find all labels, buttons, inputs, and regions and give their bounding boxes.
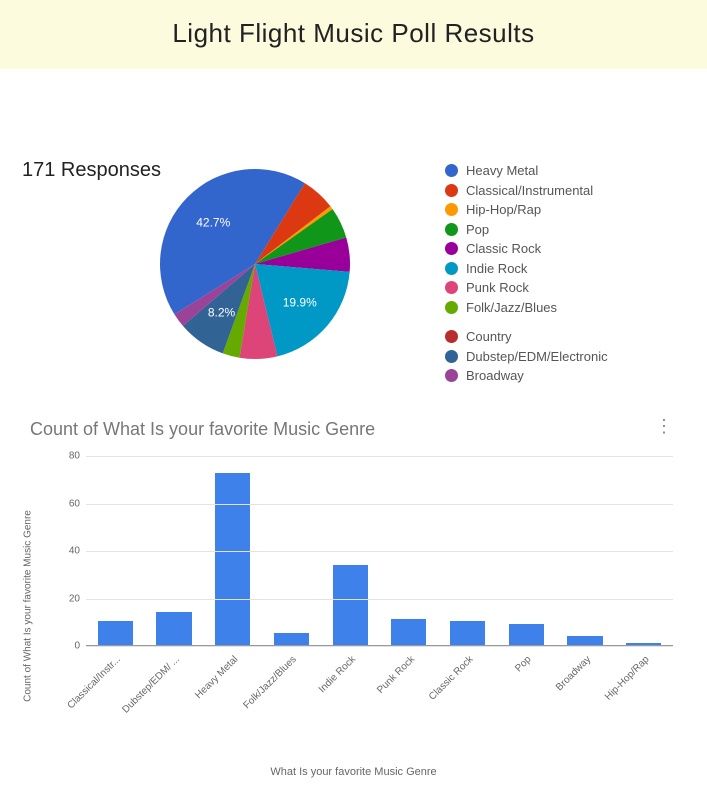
legend-swatch [445, 350, 458, 363]
bar[interactable] [450, 621, 485, 645]
gridline [86, 504, 673, 505]
bar[interactable] [626, 643, 661, 645]
kebab-menu-icon[interactable]: ⋮ [655, 417, 673, 435]
legend-label: Indie Rock [466, 259, 527, 279]
x-tick-label: Pop [514, 654, 534, 674]
legend-label: Broadway [466, 366, 524, 386]
legend-swatch [445, 281, 458, 294]
legend-swatch [445, 203, 458, 216]
legend-label: Classic Rock [466, 239, 541, 259]
y-tick-label: 0 [74, 641, 86, 652]
bar-chart-area: Count of What Is your favorite Music Gen… [42, 446, 683, 766]
legend-item[interactable]: Country [445, 327, 608, 347]
legend-label: Hip-Hop/Rap [466, 200, 541, 220]
legend-swatch [445, 330, 458, 343]
gridline [86, 551, 673, 552]
bar[interactable] [215, 473, 250, 645]
y-tick-label: 80 [69, 451, 86, 462]
legend-swatch [445, 184, 458, 197]
pie-slice-label: 42.7% [196, 215, 230, 229]
legend-label: Heavy Metal [466, 161, 538, 181]
legend-swatch [445, 262, 458, 275]
legend-item[interactable]: Dubstep/EDM/Electronic [445, 347, 608, 367]
x-tick-label: Indie Rock [317, 654, 358, 695]
x-axis-label: What Is your favorite Music Genre [24, 766, 683, 778]
legend-item[interactable]: Punk Rock [445, 278, 608, 298]
gridline [86, 646, 673, 647]
y-tick-label: 40 [69, 546, 86, 557]
pie-svg: 42.7% 19.9% 8.2% [150, 164, 360, 364]
legend-label: Country [466, 327, 512, 347]
legend-label: Pop [466, 220, 489, 240]
legend-item[interactable]: Heavy Metal [445, 161, 608, 181]
bar[interactable] [333, 565, 368, 645]
bar[interactable] [567, 636, 602, 645]
bar[interactable] [509, 624, 544, 645]
pie-slice-label: 19.9% [283, 295, 317, 309]
gridline [86, 456, 673, 457]
legend-item[interactable]: Folk/Jazz/Blues [445, 298, 608, 318]
legend-label: Classical/Instrumental [466, 181, 593, 201]
x-tick-label: Broadway [554, 654, 593, 693]
x-tick-label: Punk Rock [375, 654, 417, 696]
x-ticks: Classical/Instr...Dubstep/EDM/ ...Heavy … [86, 648, 673, 766]
legend-label: Folk/Jazz/Blues [466, 298, 557, 318]
y-tick-label: 20 [69, 593, 86, 604]
pie-chart: 42.7% 19.9% 8.2% [150, 164, 360, 364]
pie-legend: Heavy MetalClassical/InstrumentalHip-Hop… [445, 161, 608, 386]
legend-item[interactable]: Broadway [445, 366, 608, 386]
legend-item[interactable]: Pop [445, 220, 608, 240]
pie-slice-label: 8.2% [208, 305, 236, 319]
legend-swatch [445, 301, 458, 314]
page-title: Light Flight Music Poll Results [0, 18, 707, 49]
legend-item[interactable]: Classical/Instrumental [445, 181, 608, 201]
legend-swatch [445, 242, 458, 255]
legend-item[interactable]: Indie Rock [445, 259, 608, 279]
y-tick-label: 60 [69, 498, 86, 509]
x-tick-label: Classical/Instr... [66, 654, 123, 711]
response-count: 171 Responses [22, 159, 161, 182]
legend-swatch [445, 164, 458, 177]
header-banner: Light Flight Music Poll Results [0, 0, 707, 69]
legend-swatch [445, 223, 458, 236]
bar-chart-card: ⋮ Count of What Is your favorite Music G… [24, 419, 683, 778]
bar-chart-title: Count of What Is your favorite Music Gen… [30, 419, 683, 440]
gridline [86, 599, 673, 600]
pie-section: 171 Responses 42.7% 19.9% 8.2% Heavy Metal… [0, 69, 707, 329]
legend-label: Punk Rock [466, 278, 529, 298]
bar[interactable] [391, 619, 426, 645]
legend-item[interactable]: Classic Rock [445, 239, 608, 259]
y-axis-label: Count of What Is your favorite Music Gen… [23, 510, 34, 702]
bar[interactable] [156, 612, 191, 645]
legend-item[interactable]: Hip-Hop/Rap [445, 200, 608, 220]
bar-plot: 020406080 [86, 456, 673, 646]
legend-swatch [445, 369, 458, 382]
bar[interactable] [274, 633, 309, 645]
bar[interactable] [98, 621, 133, 645]
legend-label: Dubstep/EDM/Electronic [466, 347, 608, 367]
